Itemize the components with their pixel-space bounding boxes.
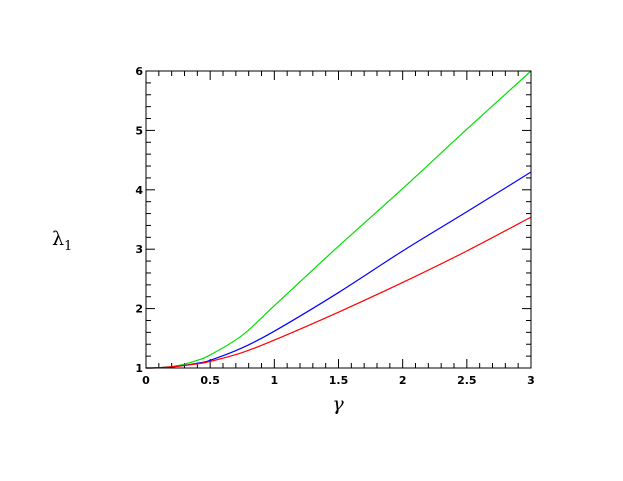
ticks	[145, 70, 532, 369]
y-tick-label: 3	[135, 243, 143, 256]
x-tick-label: 1	[271, 374, 279, 387]
plot-frame	[145, 70, 532, 369]
y-tick-label: 6	[135, 65, 143, 78]
tick-labels: 0 0.5 1 1.5 2 2.5 3 1 2 3 4 5 6	[135, 65, 534, 387]
y-axis-label: λ1	[52, 228, 72, 254]
y-tick-label: 2	[135, 303, 143, 316]
series-line-2	[145, 216, 532, 369]
x-tick-label: 2	[399, 374, 407, 387]
series-line-1	[145, 171, 532, 369]
y-axis-label-subscript: 1	[64, 239, 72, 254]
series-line-0	[145, 70, 532, 369]
y-tick-label: 1	[135, 362, 143, 375]
x-tick-label: 0	[142, 374, 150, 387]
y-tick-label: 5	[135, 124, 143, 137]
x-tick-label: 0.5	[200, 374, 220, 387]
y-tick-label: 4	[135, 184, 143, 197]
x-tick-label: 2.5	[457, 374, 477, 387]
x-tick-label: 1.5	[329, 374, 349, 387]
x-tick-label: 3	[527, 374, 535, 387]
series-lines	[145, 70, 532, 369]
x-axis-label: γ	[332, 393, 344, 415]
